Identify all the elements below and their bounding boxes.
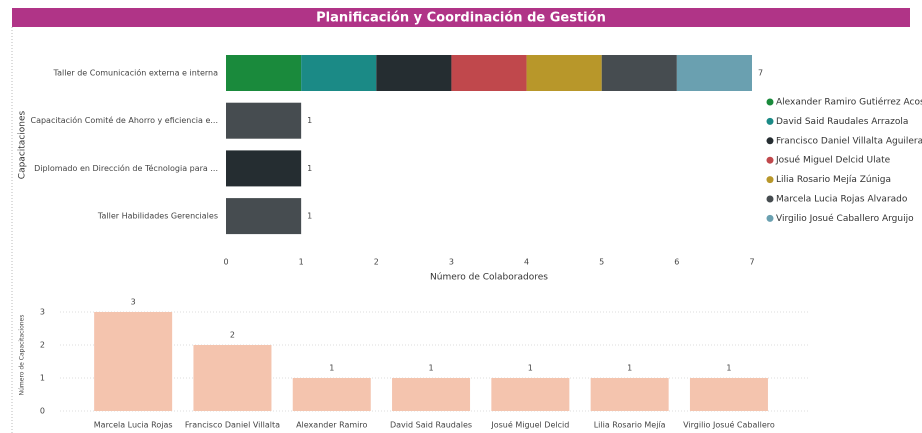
value-label: 1 xyxy=(329,364,334,373)
bar-segment xyxy=(376,55,452,91)
y-tick-label: Capacitación Comité de Ahorro y eficienc… xyxy=(30,115,218,125)
legend-label: Alexander Ramiro Gutiérrez Acosta xyxy=(776,97,922,108)
x-tick-label: 4 xyxy=(524,258,529,267)
x-tick-label: Alexander Ramiro xyxy=(296,421,367,430)
y-tick-label: Taller de Comunicación externa e interna xyxy=(53,68,219,78)
legend-marker xyxy=(766,195,774,203)
bar-segment xyxy=(226,55,302,91)
bar-segment xyxy=(226,150,302,187)
x-tick-label: 3 xyxy=(449,258,454,267)
bar xyxy=(689,378,768,411)
bar-segment xyxy=(526,55,602,91)
bar xyxy=(292,378,371,411)
legend-label: Virgilio Josué Caballero Arguijo xyxy=(776,213,914,224)
x-tick-label: Marcela Lucia Rojas xyxy=(94,421,173,430)
value-label: 1 xyxy=(429,364,434,373)
legend-label: Francisco Daniel Villalta Aguilera xyxy=(776,136,922,146)
legend-label: Lilia Rosario Mejía Zúniga xyxy=(776,175,891,185)
y-axis-label: Capacitaciones xyxy=(18,110,28,179)
bar-segment xyxy=(226,102,302,139)
x-tick-label: 6 xyxy=(674,258,679,267)
header-title: Planificación y Coordinación de Gestión xyxy=(316,11,606,26)
x-tick-label: 0 xyxy=(223,258,228,267)
bar-segment xyxy=(676,55,752,91)
x-tick-label: Josué Miguel Delcid xyxy=(490,420,569,430)
y-tick-label: Diplomado en Dirección de Técnologia par… xyxy=(34,163,218,173)
x-tick-label: Lilia Rosario Mejía xyxy=(594,421,666,430)
legend-marker xyxy=(766,156,774,164)
x-tick-label: Virgilio Josué Caballero xyxy=(683,420,775,430)
value-label: 3 xyxy=(131,298,136,307)
bar xyxy=(94,312,173,411)
legend-label: Marcela Lucia Rojas Alvarado xyxy=(776,195,908,205)
legend-marker xyxy=(766,137,774,145)
y-tick-label: 3 xyxy=(40,308,45,317)
header-bar xyxy=(12,8,910,27)
value-label: 2 xyxy=(230,331,235,340)
x-tick-label: Francisco Daniel Villalta xyxy=(185,421,280,430)
y-tick-label: Taller Habilidades Gerenciales xyxy=(97,212,218,221)
bar-segment xyxy=(601,55,677,91)
bar xyxy=(193,345,272,411)
x-axis-label: Número de Colaboradores xyxy=(430,273,548,283)
x-tick-label: 1 xyxy=(299,258,304,267)
legend-marker xyxy=(766,176,774,184)
x-tick-label: David Said Raudales xyxy=(390,421,472,430)
legend-marker xyxy=(766,98,774,106)
legend-marker xyxy=(766,117,774,125)
x-tick-label: 5 xyxy=(599,258,604,267)
legend-label: David Said Raudales Arrazola xyxy=(776,117,908,127)
bar xyxy=(491,378,570,411)
x-tick-label: 2 xyxy=(374,258,379,267)
value-label: 1 xyxy=(528,364,533,373)
y-axis-label: Número de Capacitaciones xyxy=(19,315,26,396)
x-tick-label: 7 xyxy=(749,258,754,267)
y-tick-label: 1 xyxy=(40,374,45,383)
total-label: 1 xyxy=(307,212,312,221)
bar-segment xyxy=(301,55,377,91)
bar xyxy=(590,378,669,411)
total-label: 1 xyxy=(307,164,312,173)
value-label: 1 xyxy=(627,364,632,373)
legend-marker xyxy=(766,214,774,222)
value-label: 1 xyxy=(726,364,731,373)
y-tick-label: 0 xyxy=(40,407,45,416)
total-label: 7 xyxy=(758,69,763,78)
total-label: 1 xyxy=(307,116,312,125)
legend-label: Josué Miguel Delcid Ulate xyxy=(775,155,891,166)
y-tick-label: 2 xyxy=(40,341,45,350)
bar-segment xyxy=(451,55,527,91)
bar-segment xyxy=(226,198,302,235)
bar xyxy=(392,378,471,411)
